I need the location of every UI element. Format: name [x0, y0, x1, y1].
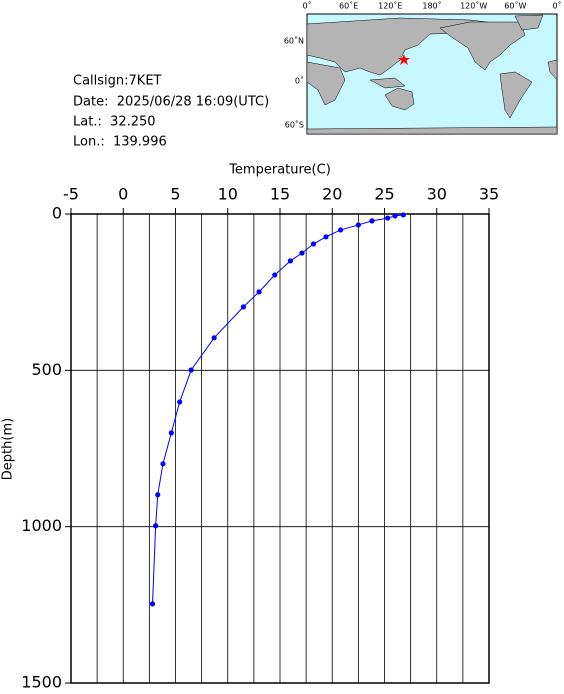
data-point: [160, 461, 166, 467]
y-tick-label: 0: [52, 204, 62, 223]
x-tick-label: 15: [270, 185, 290, 204]
latitude: Lat.: 32.250: [73, 115, 156, 130]
greenland: [514, 14, 544, 31]
africa-west: [547, 59, 558, 81]
data-point: [155, 492, 161, 498]
date: Date: 2025/06/28 16:09(UTC): [73, 95, 269, 110]
map-lon-label: 120˚E: [378, 1, 402, 11]
map-lon-label: 60˚E: [339, 1, 358, 11]
indonesia: [369, 77, 406, 89]
longitude: Lon.: 139.996: [73, 135, 167, 150]
map-lat-label: 0˚: [295, 76, 304, 86]
map-lon-label: 0˚: [552, 1, 561, 11]
north-america: [439, 21, 526, 71]
x-tick-label: 35: [479, 185, 499, 204]
data-point: [240, 304, 247, 310]
x-tick-label: 5: [170, 185, 180, 204]
data-point: [153, 523, 159, 529]
location-star: [398, 54, 410, 65]
map-lat-label: 60˚S: [285, 120, 304, 130]
data-point: [338, 227, 344, 233]
map-lon-label: 180˚: [422, 1, 441, 11]
data-point: [256, 289, 262, 295]
x-tick-label: 20: [322, 185, 342, 204]
data-point: [287, 258, 294, 264]
world-map: 0˚ 60˚E 120˚E 180˚ 120˚W 60˚W 0˚ 60˚N 0˚ 60˚S: [284, 1, 562, 135]
data-point: [385, 215, 391, 221]
x-tick-label: -5: [63, 185, 79, 204]
x-axis-label: Temperature(C): [228, 163, 331, 178]
x-tick-label: 0: [118, 185, 128, 204]
data-point: [310, 241, 317, 247]
data-point: [211, 335, 217, 341]
map-lon-label: 0˚: [302, 1, 311, 11]
map-lon-label: 60˚W: [504, 1, 526, 11]
south-america: [499, 71, 533, 119]
callsign: Callsign:7KET: [73, 74, 162, 89]
x-tick-label: 10: [218, 185, 238, 204]
data-point: [369, 218, 375, 224]
data-point: [299, 250, 305, 256]
data-point: [188, 367, 194, 373]
x-tick-label: 25: [374, 185, 394, 204]
y-tick-label: 1000: [21, 516, 62, 535]
y-tick-label: 500: [31, 360, 62, 379]
y-axis-label: Depth(m): [1, 418, 16, 480]
australia: [384, 87, 415, 111]
data-point: [323, 234, 329, 240]
y-tick-label: 1500: [21, 673, 62, 691]
plot-frame: [70, 213, 490, 684]
profile-line: [152, 214, 404, 604]
x-tick-label: 30: [427, 185, 447, 204]
data-point: [355, 222, 361, 228]
data-point: [392, 213, 398, 219]
antarctica: [306, 126, 558, 135]
data-point: [400, 212, 406, 218]
africa: [306, 61, 346, 106]
data-point: [149, 601, 156, 607]
map-lat-label: 60˚N: [284, 36, 304, 46]
data-point: [272, 272, 278, 278]
map-lon-label: 120˚W: [460, 1, 487, 11]
data-point: [168, 430, 174, 436]
data-point: [177, 399, 183, 405]
